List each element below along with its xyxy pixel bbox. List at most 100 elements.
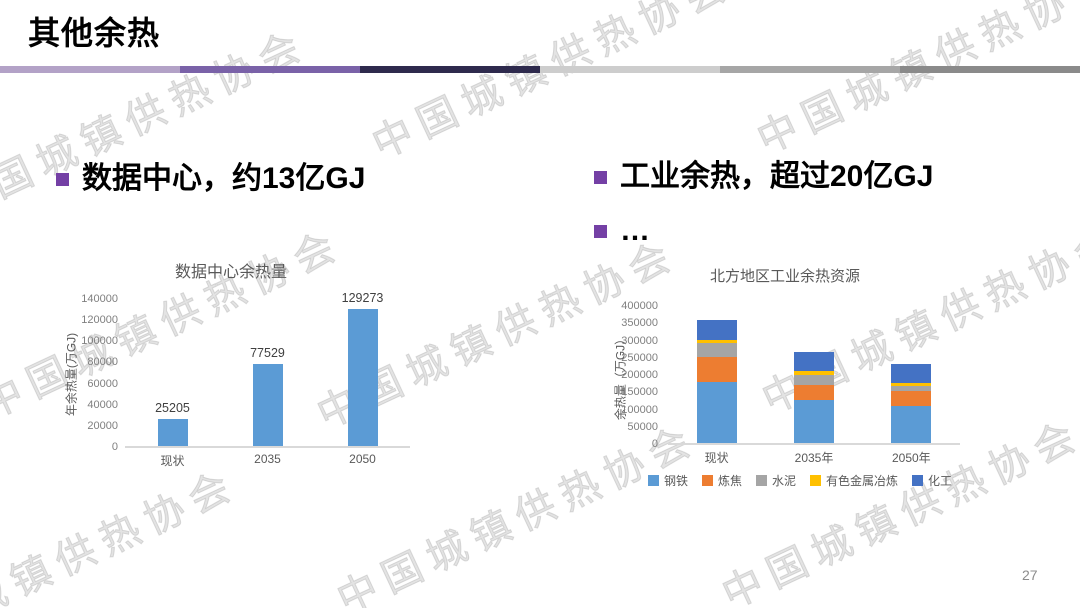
plot-area: 25205 77529 129273 bbox=[125, 291, 410, 448]
accent-bar-segment bbox=[180, 66, 360, 73]
legend-label: 炼焦 bbox=[717, 474, 742, 488]
stacked-bar bbox=[793, 351, 834, 443]
accent-bar-segment bbox=[360, 66, 540, 73]
bar-segment-化工 bbox=[891, 364, 932, 383]
y-axis-tick-label: 20000 bbox=[87, 419, 118, 432]
bar-segment-有色金属冶炼 bbox=[891, 382, 932, 387]
chart-industrial-waste-heat: 北方地区工业余热资源 余热量（万GJ） 0 50000 100000 150000 20… bbox=[600, 260, 1030, 505]
accent-divider-bar bbox=[0, 66, 1080, 73]
bar-data-label: 129273 bbox=[341, 291, 384, 306]
legend-swatch-icon bbox=[701, 475, 713, 486]
bar-slot: 77529 bbox=[220, 300, 315, 446]
y-axis-tick-label: 300000 bbox=[621, 334, 658, 347]
y-axis-tick-label: 100000 bbox=[621, 403, 658, 416]
y-axis-tick-label: 400000 bbox=[621, 300, 658, 312]
bars-group: 25205 77529 129273 bbox=[125, 291, 410, 446]
y-axis-tick-label: 40000 bbox=[87, 398, 118, 411]
bar-slot bbox=[863, 307, 960, 443]
slide-title: 其他余热 bbox=[28, 15, 161, 51]
legend-item: 水泥 bbox=[755, 472, 796, 489]
bar-segment-化工 bbox=[696, 319, 737, 340]
y-axis-tick-label: 350000 bbox=[621, 317, 658, 330]
bullet-square-icon bbox=[56, 172, 69, 186]
legend-swatch-icon bbox=[810, 475, 821, 486]
x-axis-category-label: 2035年 bbox=[794, 451, 834, 465]
page-number: 27 bbox=[1022, 567, 1038, 583]
bar-segment-水泥 bbox=[891, 386, 932, 391]
x-axis-category-label: 2050年 bbox=[891, 451, 931, 465]
bar-segment-钢铁 bbox=[891, 405, 932, 443]
legend-item: 有色金属冶炼 bbox=[810, 472, 898, 489]
bar-slot bbox=[668, 307, 765, 443]
bar-segment-有色金属冶炼 bbox=[696, 339, 737, 343]
y-axis-tick-label: 0 bbox=[111, 441, 118, 453]
x-axis-category-label: 现状 bbox=[704, 451, 729, 465]
bar bbox=[347, 309, 378, 446]
y-axis-tick-label: 140000 bbox=[81, 293, 118, 305]
legend-label: 化工 bbox=[928, 474, 953, 488]
legend-label: 钢铁 bbox=[663, 474, 688, 488]
accent-bar-segment bbox=[720, 66, 900, 73]
y-axis-tick-label: 80000 bbox=[87, 356, 118, 369]
y-axis-tick-label: 120000 bbox=[81, 314, 118, 327]
x-axis-category-label: 现状 bbox=[160, 454, 185, 468]
bullet-industrial: 工业余热，超过20亿GJ bbox=[594, 160, 933, 195]
y-axis-tick-label: 0 bbox=[651, 438, 658, 450]
legend-swatch-icon bbox=[647, 475, 659, 486]
bars-group bbox=[668, 307, 960, 443]
bullet-text: 数据中心，约13亿GJ bbox=[82, 162, 366, 195]
y-axis-tick-label: 100000 bbox=[81, 335, 118, 348]
chart-title: 数据中心余热量 bbox=[174, 264, 287, 281]
bar bbox=[157, 419, 188, 446]
chart-legend: 钢铁 炼焦 水泥 有色金属冶炼 化工 bbox=[600, 472, 1000, 489]
legend-swatch-icon bbox=[755, 475, 767, 486]
y-axis-tick-label: 60000 bbox=[87, 377, 118, 390]
chart-datacenter-waste-heat: 数据中心余热量 年余热量(万GJ) 0 20000 40000 60000 80000 1… bbox=[60, 250, 420, 485]
bar-segment-炼焦 bbox=[793, 384, 834, 400]
x-axis-category-label: 2035 bbox=[254, 452, 281, 466]
bullet-square-icon bbox=[594, 224, 607, 238]
bullet-text: … bbox=[620, 214, 650, 247]
legend-label: 水泥 bbox=[771, 474, 796, 488]
bar-slot bbox=[765, 307, 862, 443]
stacked-bar bbox=[696, 319, 737, 443]
y-axis-tick-label: 50000 bbox=[627, 420, 658, 433]
bar-segment-水泥 bbox=[793, 374, 834, 385]
bar-data-label: 77529 bbox=[250, 346, 285, 361]
chart-title: 北方地区工业余热资源 bbox=[709, 268, 860, 285]
bar bbox=[252, 364, 283, 446]
legend-item: 化工 bbox=[912, 472, 952, 489]
bar-segment-化工 bbox=[793, 351, 834, 372]
bar-slot: 25205 bbox=[125, 300, 220, 446]
bullet-ellipsis: … bbox=[594, 214, 650, 249]
bullet-text: 工业余热，超过20亿GJ bbox=[620, 160, 934, 193]
legend-label: 有色金属冶炼 bbox=[826, 474, 899, 488]
legend-item: 钢铁 bbox=[647, 472, 688, 489]
legend-swatch-icon bbox=[912, 475, 924, 486]
bar-segment-有色金属冶炼 bbox=[793, 371, 834, 375]
y-axis-tick-label: 200000 bbox=[621, 369, 658, 381]
bar-slot: 129273 bbox=[315, 291, 410, 446]
x-axis-labels: 现状 2035 2050 bbox=[125, 452, 410, 469]
bar-segment-炼焦 bbox=[696, 356, 737, 382]
bullet-datacenter: 数据中心，约13亿GJ bbox=[56, 162, 365, 197]
accent-bar-segment bbox=[0, 66, 180, 73]
stacked-bar bbox=[891, 364, 932, 443]
y-axis-tick-label: 150000 bbox=[621, 386, 658, 399]
bar-segment-水泥 bbox=[696, 342, 737, 357]
x-axis-category-label: 2050 bbox=[349, 452, 376, 466]
watermark-text: 中国城镇供热协会 bbox=[365, 0, 740, 168]
legend-item: 炼焦 bbox=[701, 472, 742, 489]
y-axis-tick-label: 250000 bbox=[621, 351, 658, 364]
bar-segment-钢铁 bbox=[793, 399, 834, 443]
bullet-square-icon bbox=[594, 170, 607, 184]
plot-area bbox=[668, 307, 960, 445]
bar-data-label: 25205 bbox=[155, 401, 190, 416]
accent-bar-segment bbox=[900, 66, 1080, 73]
bar-segment-钢铁 bbox=[696, 381, 737, 443]
accent-bar-segment bbox=[540, 66, 720, 73]
watermark-text: 中国城镇供热协会 bbox=[750, 0, 1080, 163]
bar-segment-炼焦 bbox=[891, 390, 932, 406]
x-axis-labels: 现状 2035年 2050年 bbox=[668, 449, 960, 466]
